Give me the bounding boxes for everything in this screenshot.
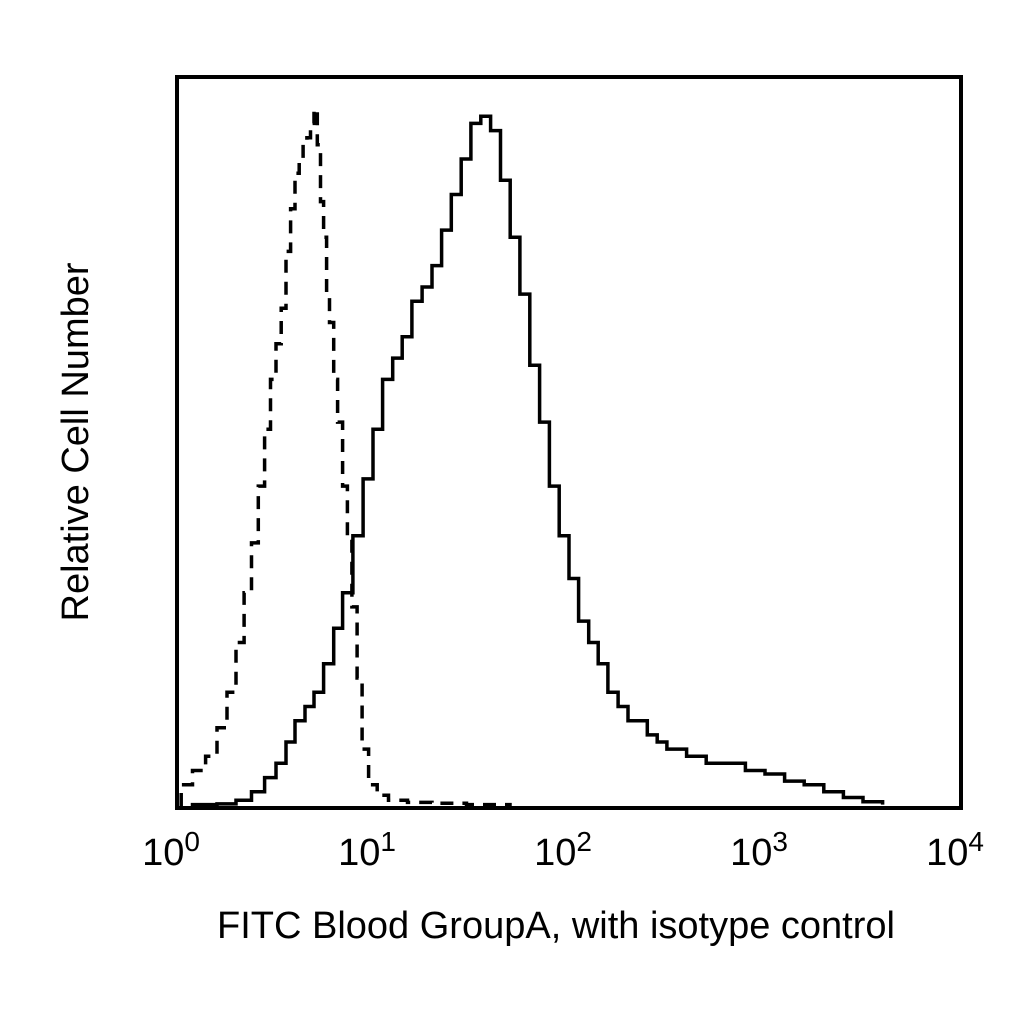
- y-axis-label: Relative Cell Number: [55, 262, 97, 621]
- x-tick-label: 100: [142, 826, 200, 874]
- fitc-blood-group-a-series-line: [190, 114, 885, 807]
- x-axis-label: FITC Blood GroupA, with isotype control: [217, 905, 895, 947]
- isotype-control-series-line: [179, 107, 512, 807]
- plot-area-frame: [175, 75, 963, 810]
- x-tick-label: 103: [730, 826, 788, 874]
- x-tick-label: 104: [926, 826, 984, 874]
- x-tick-labels: 100 101 102 103 104: [142, 826, 984, 874]
- series-layer: [179, 107, 885, 807]
- x-tick-label: 102: [534, 826, 592, 874]
- x-tick-label: 101: [338, 826, 396, 874]
